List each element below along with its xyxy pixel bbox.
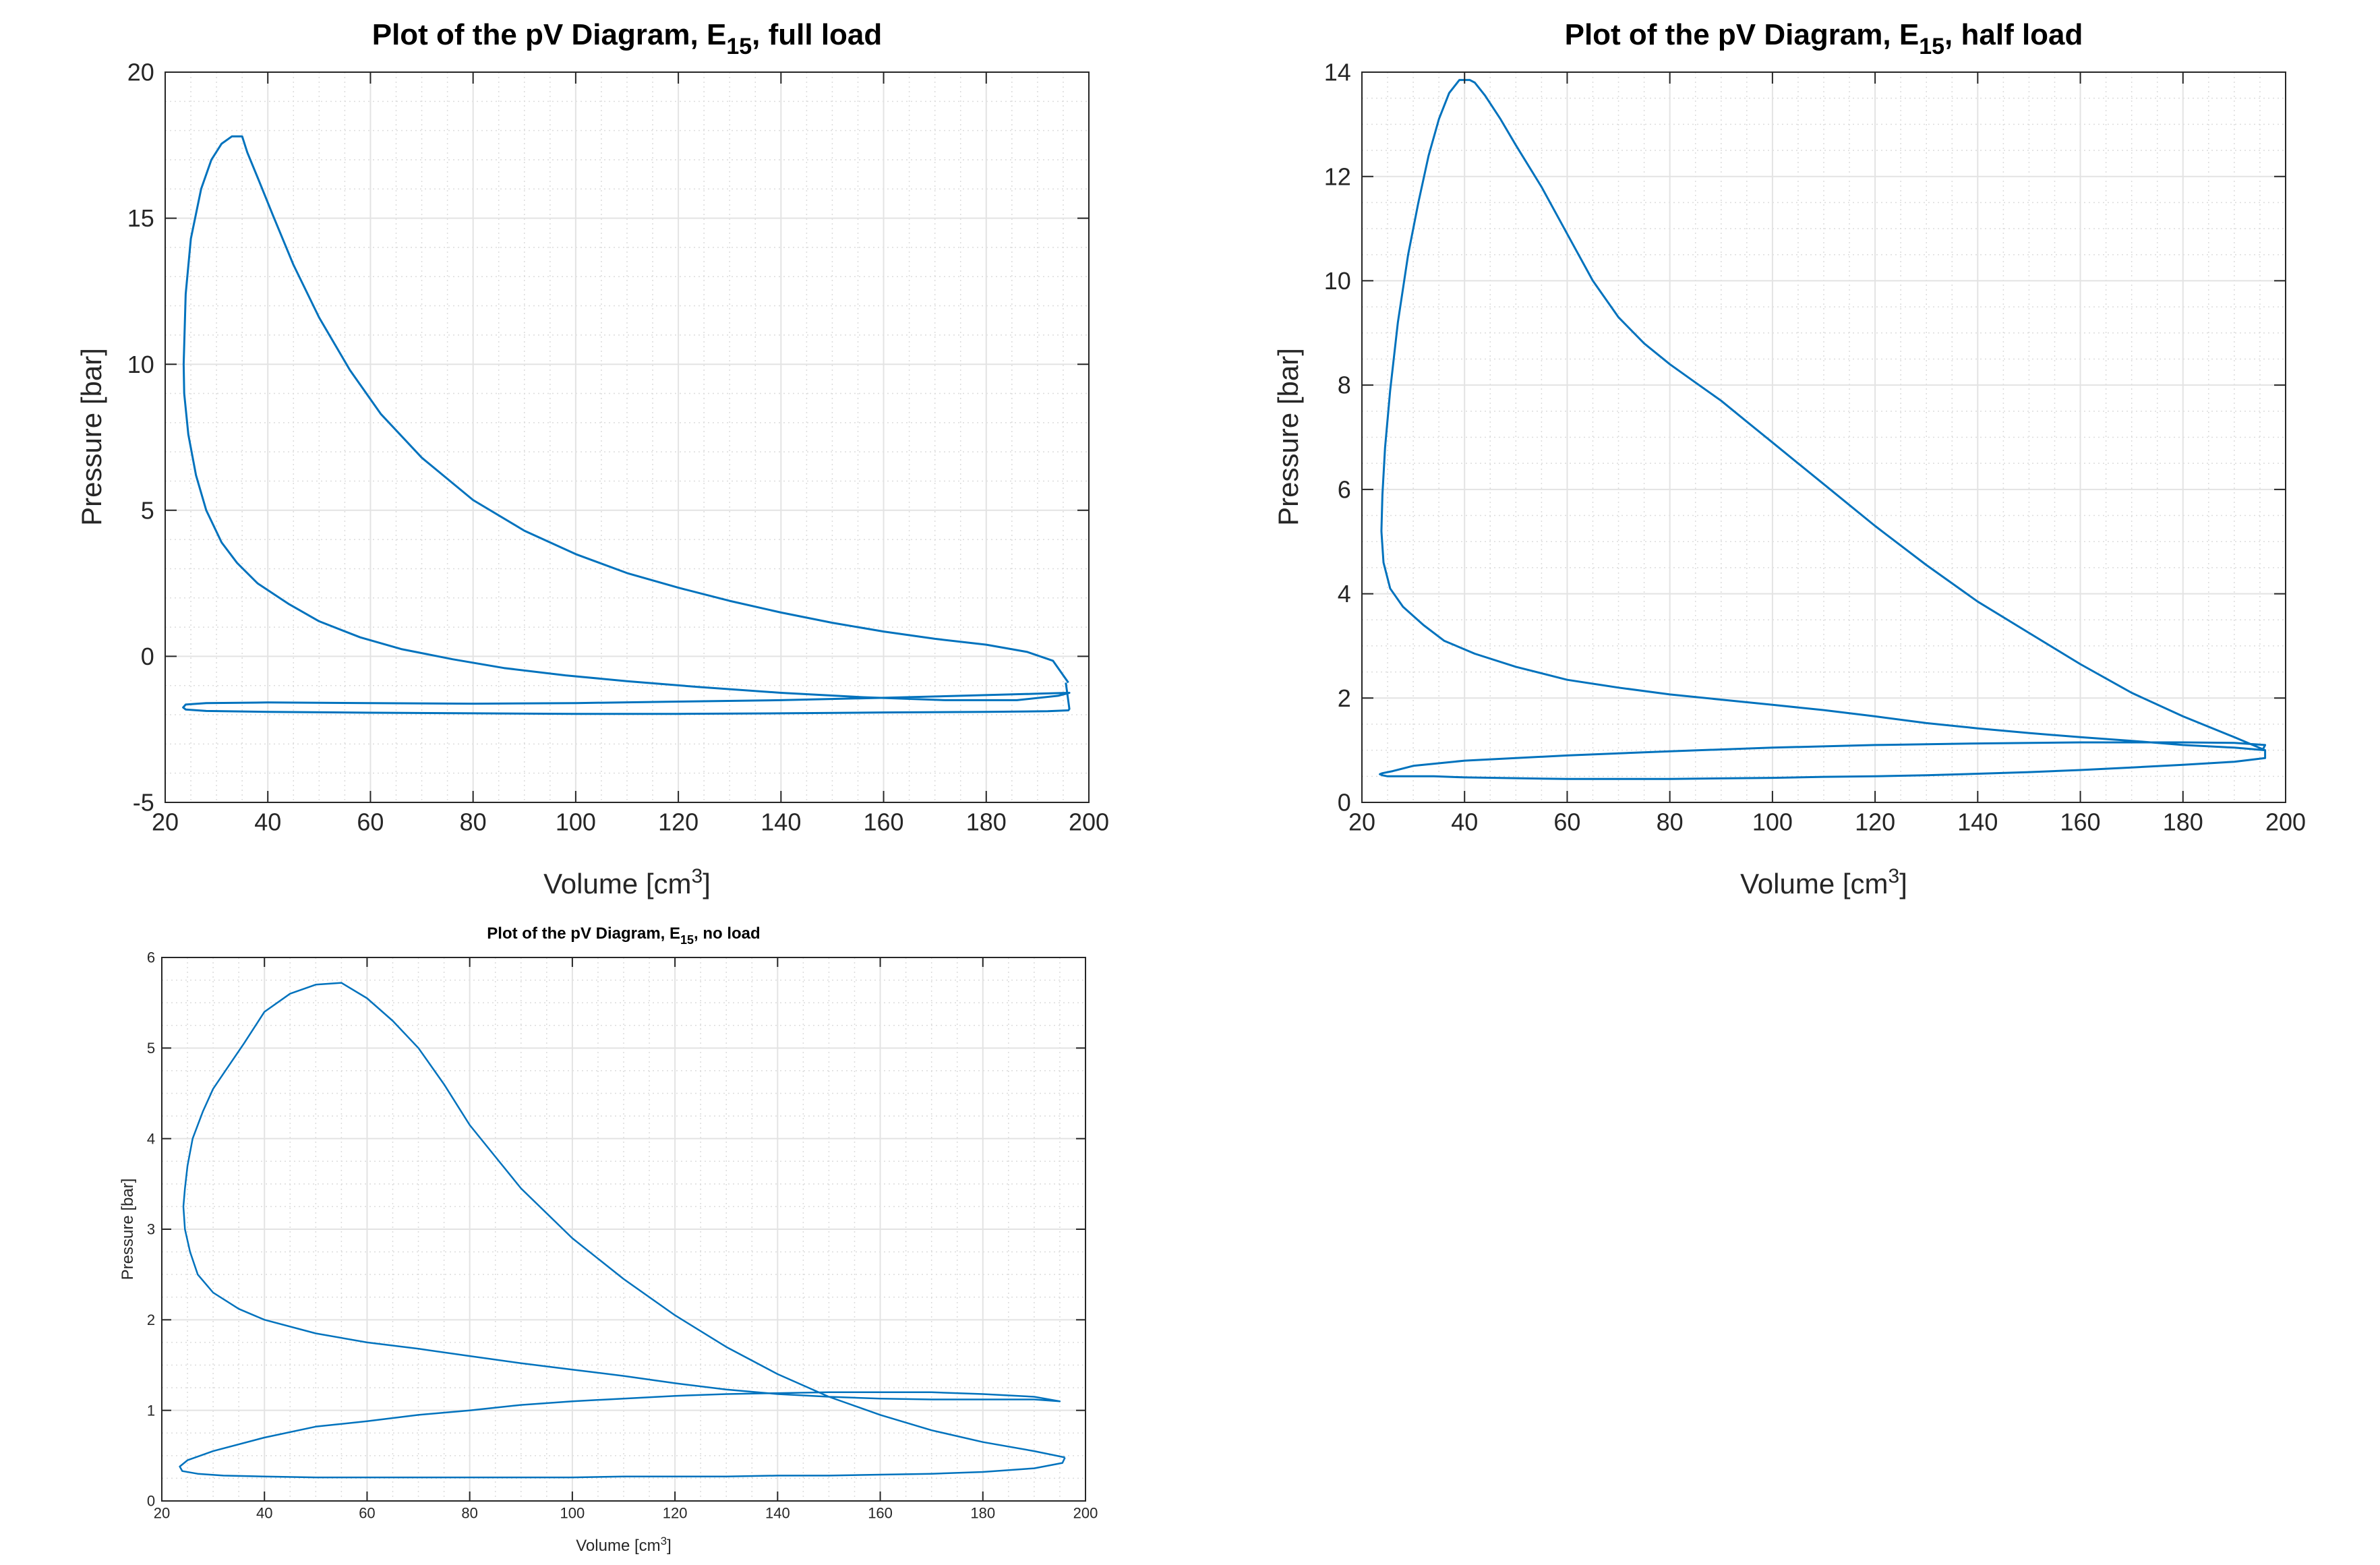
x-tick-label: 160 bbox=[864, 808, 904, 835]
x-tick-label: 140 bbox=[1957, 808, 1998, 835]
chart-half-load-series-line bbox=[1379, 79, 2267, 780]
chart-full-load-minor-grid bbox=[165, 72, 1089, 802]
chart-half-load-xlabel: Volume [cm3] bbox=[1740, 865, 1907, 899]
y-tick-label: 4 bbox=[1338, 580, 1351, 608]
x-tick-label: 80 bbox=[461, 1504, 477, 1521]
x-tick-label: 60 bbox=[1553, 808, 1580, 835]
y-tick-label: 6 bbox=[1338, 475, 1351, 503]
y-tick-label: 2 bbox=[147, 1311, 155, 1328]
x-tick-label: 100 bbox=[560, 1504, 585, 1521]
chart-full-load-title: Plot of the pV Diagram, E15, full load bbox=[372, 18, 883, 59]
x-tick-label: 180 bbox=[970, 1504, 995, 1521]
y-tick-label: 15 bbox=[127, 204, 154, 232]
y-tick-label: 0 bbox=[1338, 789, 1351, 817]
x-tick-label: 100 bbox=[1752, 808, 1793, 835]
y-tick-label: 5 bbox=[141, 496, 154, 524]
y-tick-label: 2 bbox=[1338, 684, 1351, 712]
x-tick-label: 160 bbox=[868, 1504, 893, 1521]
x-tick-label: 20 bbox=[154, 1504, 170, 1521]
chart-full-load: Plot of the pV Diagram, E15, full load V… bbox=[76, 18, 1109, 899]
x-tick-label: 80 bbox=[1657, 808, 1684, 835]
y-tick-label: -5 bbox=[133, 789, 154, 817]
y-tick-label: 8 bbox=[1338, 372, 1351, 399]
x-tick-label: 200 bbox=[1073, 1504, 1098, 1521]
y-tick-label: 12 bbox=[1324, 163, 1351, 190]
chart-no-load-series-line bbox=[179, 982, 1066, 1479]
x-tick-label: 160 bbox=[2060, 808, 2101, 835]
y-tick-label: 10 bbox=[127, 351, 154, 378]
y-tick-label: 20 bbox=[127, 59, 154, 86]
x-tick-label: 40 bbox=[1451, 808, 1478, 835]
y-tick-label: 1 bbox=[147, 1402, 155, 1419]
chart-half-load-axes-box bbox=[1361, 71, 2286, 803]
x-tick-label: 40 bbox=[256, 1504, 272, 1521]
x-tick-label: 100 bbox=[556, 808, 596, 835]
y-tick-label: 0 bbox=[141, 643, 154, 670]
chart-half-load-ylabel: Pressure [bar] bbox=[1272, 348, 1304, 526]
chart-no-load-title: Plot of the pV Diagram, E15, no load bbox=[487, 924, 760, 947]
chart-half-load: Plot of the pV Diagram, E15, half load V… bbox=[1272, 18, 2306, 899]
chart-half-load-minor-grid bbox=[1362, 72, 2286, 802]
x-tick-label: 40 bbox=[254, 808, 281, 835]
chart-no-load: Plot of the pV Diagram, E15, no load Vol… bbox=[119, 924, 1098, 1555]
x-tick-label: 120 bbox=[1855, 808, 1895, 835]
y-tick-label: 3 bbox=[147, 1221, 155, 1238]
x-tick-label: 200 bbox=[1069, 808, 1109, 835]
y-tick-label: 14 bbox=[1324, 59, 1351, 86]
chart-half-load-title: Plot of the pV Diagram, E15, half load bbox=[1565, 18, 2083, 59]
x-tick-label: 180 bbox=[966, 808, 1007, 835]
x-tick-label: 60 bbox=[359, 1504, 375, 1521]
x-tick-label: 120 bbox=[663, 1504, 688, 1521]
x-tick-label: 120 bbox=[658, 808, 698, 835]
chart-full-load-series-line bbox=[182, 135, 1071, 715]
y-tick-label: 4 bbox=[147, 1130, 155, 1147]
x-tick-label: 180 bbox=[2163, 808, 2203, 835]
x-tick-label: 20 bbox=[1348, 808, 1375, 835]
x-tick-label: 140 bbox=[761, 808, 801, 835]
x-tick-label: 60 bbox=[357, 808, 384, 835]
y-tick-label: 10 bbox=[1324, 267, 1351, 295]
y-tick-label: 6 bbox=[147, 949, 155, 966]
chart-full-load-axes-box bbox=[165, 71, 1090, 803]
y-tick-label: 5 bbox=[147, 1040, 155, 1057]
x-tick-label: 80 bbox=[460, 808, 487, 835]
x-tick-label: 20 bbox=[152, 808, 179, 835]
x-tick-label: 200 bbox=[2265, 808, 2306, 835]
chart-no-load-ylabel: Pressure [bar] bbox=[119, 1179, 137, 1280]
chart-no-load-xlabel: Volume [cm3] bbox=[576, 1535, 672, 1555]
chart-full-load-xlabel: Volume [cm3] bbox=[543, 865, 711, 899]
chart-full-load-ylabel: Pressure [bar] bbox=[76, 348, 107, 526]
y-tick-label: 0 bbox=[147, 1493, 155, 1510]
x-tick-label: 140 bbox=[765, 1504, 790, 1521]
